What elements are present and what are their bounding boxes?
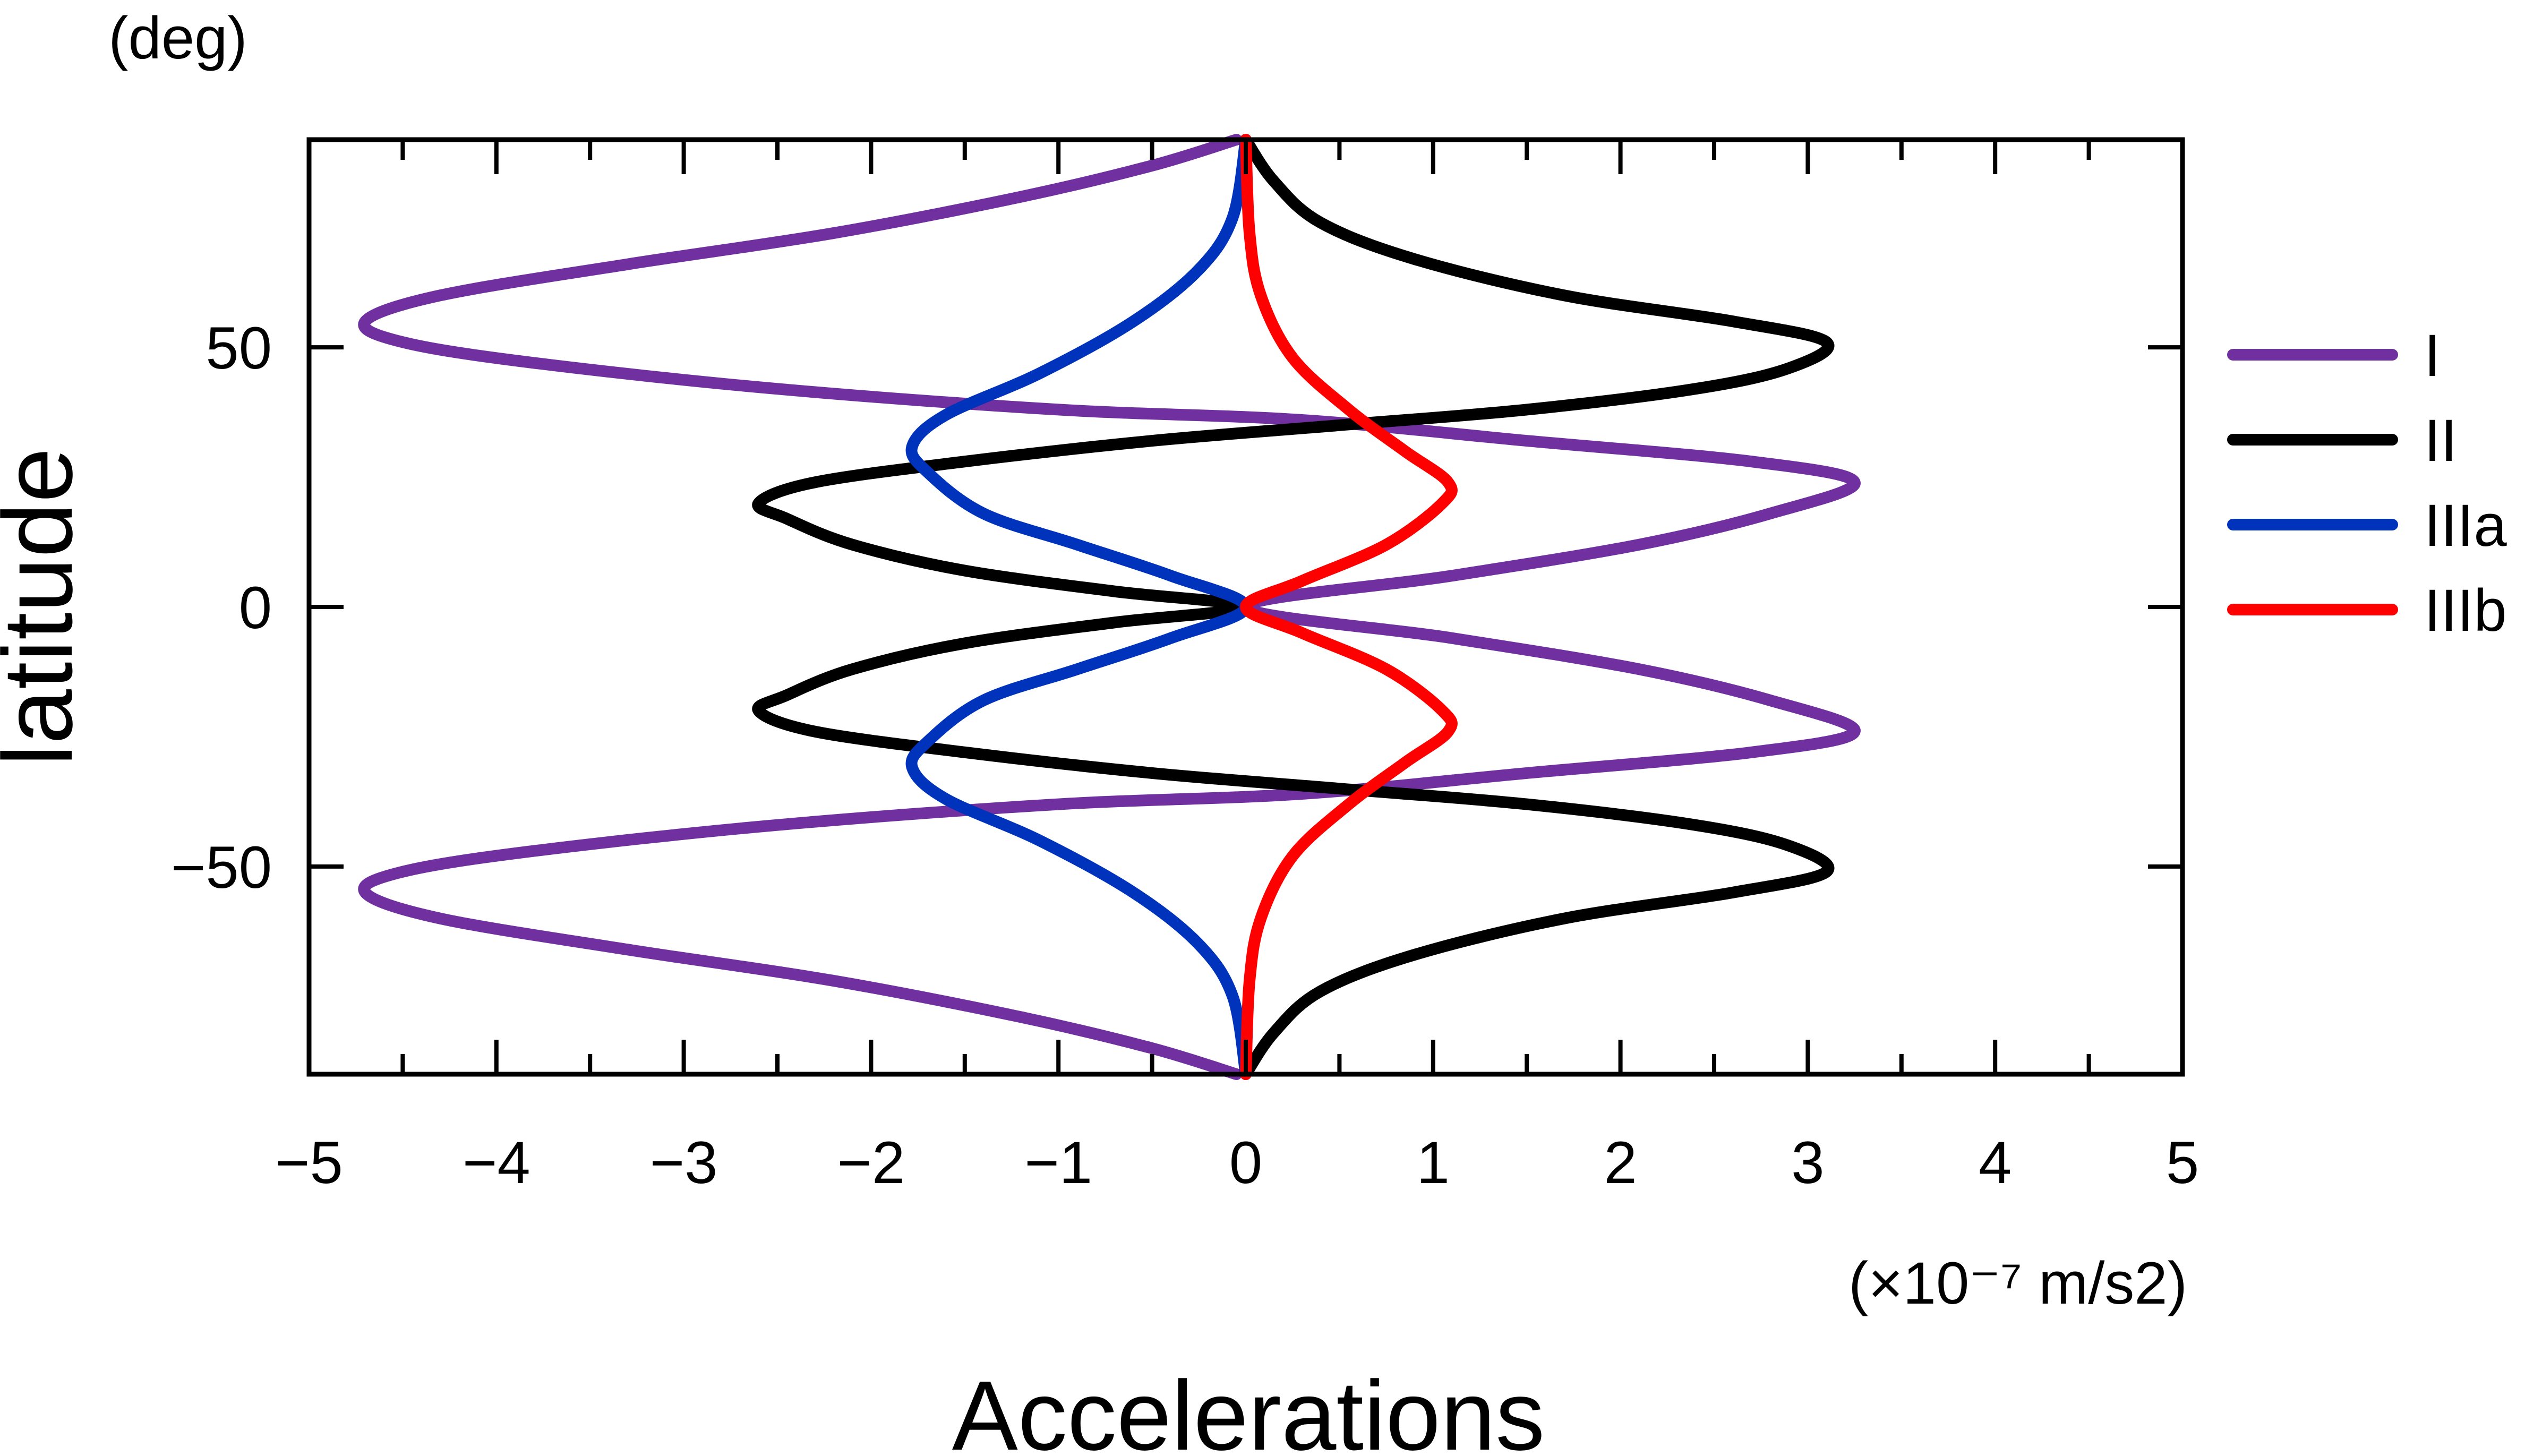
legend-label-ii: II xyxy=(2424,407,2457,474)
x-tick-label: 3 xyxy=(1791,1129,1824,1196)
plot-frame xyxy=(306,137,2185,1077)
y-axis-title: latitude xyxy=(0,448,93,766)
series-line-iiib xyxy=(1240,134,1458,1080)
x-tick-label: −4 xyxy=(463,1129,530,1196)
y-tick-label: −50 xyxy=(171,834,272,901)
series-line-ii xyxy=(752,134,1835,1080)
tick-labels: −5 −4 −3 −2 −1 0 1 2 3 4 5 −50 0 50 xyxy=(171,315,2199,1196)
x-axis-unit: (×10⁻⁷ m/s2) xyxy=(1848,1250,2187,1316)
x-tick-label: −1 xyxy=(1024,1129,1092,1196)
x-tick-label: 4 xyxy=(1979,1129,2012,1196)
x-tick-label: 5 xyxy=(2166,1129,2199,1196)
legend-label-iiib: IIIb xyxy=(2424,577,2507,644)
y-tick-label: 50 xyxy=(206,315,272,381)
x-axis-title: Accelerations xyxy=(952,1361,1545,1456)
plot-content xyxy=(358,134,1861,1080)
x-tick-label: −3 xyxy=(650,1129,718,1196)
x-tick-label: 0 xyxy=(1229,1129,1262,1196)
y-tick-label: 0 xyxy=(239,575,272,641)
x-tick-label: −5 xyxy=(275,1129,343,1196)
series-line-i xyxy=(358,134,1861,1080)
y-axis-unit: (deg) xyxy=(108,5,247,71)
axis-ticks xyxy=(307,140,2185,1074)
x-tick-label: 1 xyxy=(1417,1129,1450,1196)
series-line-iiia xyxy=(905,134,1252,1080)
legend-label-iiia: IIIa xyxy=(2424,492,2507,559)
x-tick-label: 2 xyxy=(1604,1129,1637,1196)
legend-label-i: I xyxy=(2424,322,2441,389)
x-tick-label: −2 xyxy=(837,1129,905,1196)
